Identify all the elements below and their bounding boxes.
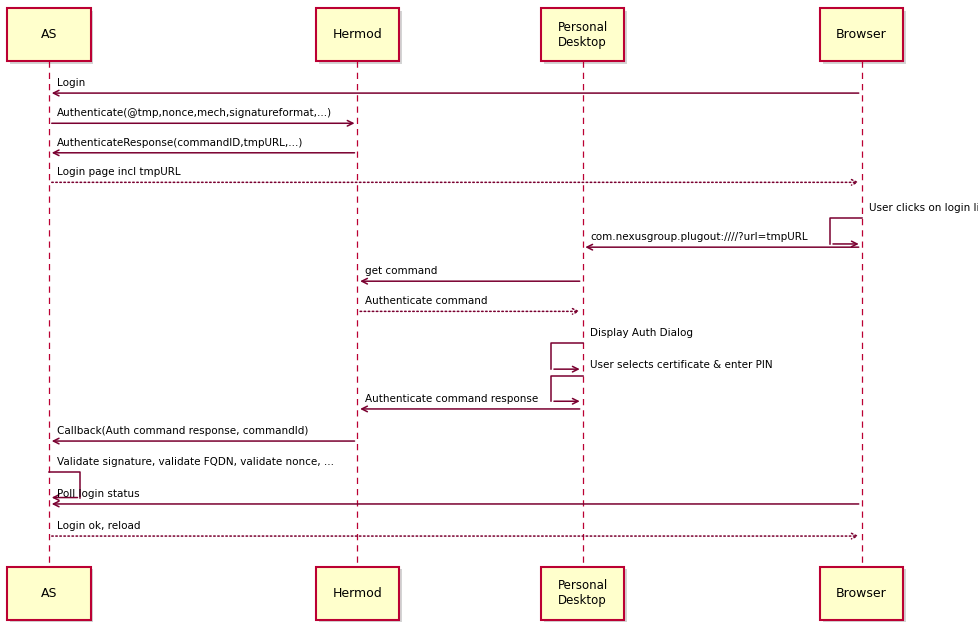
Text: AS: AS — [41, 587, 57, 600]
Bar — [544, 569, 626, 622]
Text: Authenticate command: Authenticate command — [365, 296, 487, 306]
Text: get command: get command — [365, 266, 437, 276]
Bar — [319, 11, 402, 64]
Text: User selects certificate & enter PIN: User selects certificate & enter PIN — [590, 360, 773, 370]
Bar — [315, 567, 399, 620]
Text: AuthenticateResponse(commandID,tmpURL,...): AuthenticateResponse(commandID,tmpURL,..… — [57, 137, 303, 148]
Bar — [7, 8, 90, 61]
Text: Login page incl tmpURL: Login page incl tmpURL — [57, 167, 180, 177]
Bar — [819, 8, 902, 61]
Text: Personal
Desktop: Personal Desktop — [556, 579, 607, 607]
Text: AS: AS — [41, 28, 57, 41]
Bar — [822, 11, 905, 64]
Bar — [7, 567, 90, 620]
Text: Browser: Browser — [835, 587, 886, 600]
Bar — [540, 8, 623, 61]
Text: Poll login status: Poll login status — [57, 489, 139, 499]
Text: User clicks on login link: User clicks on login link — [868, 203, 978, 213]
Bar — [540, 567, 623, 620]
Text: Hermod: Hermod — [333, 28, 381, 41]
Text: Personal
Desktop: Personal Desktop — [556, 21, 607, 49]
Text: Login: Login — [57, 78, 85, 88]
Bar — [315, 8, 399, 61]
Bar — [10, 11, 94, 64]
Text: Display Auth Dialog: Display Auth Dialog — [590, 328, 692, 338]
Text: Browser: Browser — [835, 28, 886, 41]
Bar — [819, 567, 902, 620]
Bar — [822, 569, 905, 622]
Text: Callback(Auth command response, commandId): Callback(Auth command response, commandI… — [57, 426, 308, 436]
Bar — [544, 11, 626, 64]
Bar — [319, 569, 402, 622]
Text: Validate signature, validate FQDN, validate nonce, ...: Validate signature, validate FQDN, valid… — [57, 456, 333, 467]
Text: Authenticate command response: Authenticate command response — [365, 394, 538, 404]
Bar — [10, 569, 94, 622]
Text: Login ok, reload: Login ok, reload — [57, 521, 140, 531]
Text: Hermod: Hermod — [333, 587, 381, 600]
Text: com.nexusgroup.plugout:////?url=tmpURL: com.nexusgroup.plugout:////?url=tmpURL — [590, 232, 807, 242]
Text: Authenticate(@tmp,nonce,mech,signatureformat,...): Authenticate(@tmp,nonce,mech,signaturefo… — [57, 108, 332, 118]
